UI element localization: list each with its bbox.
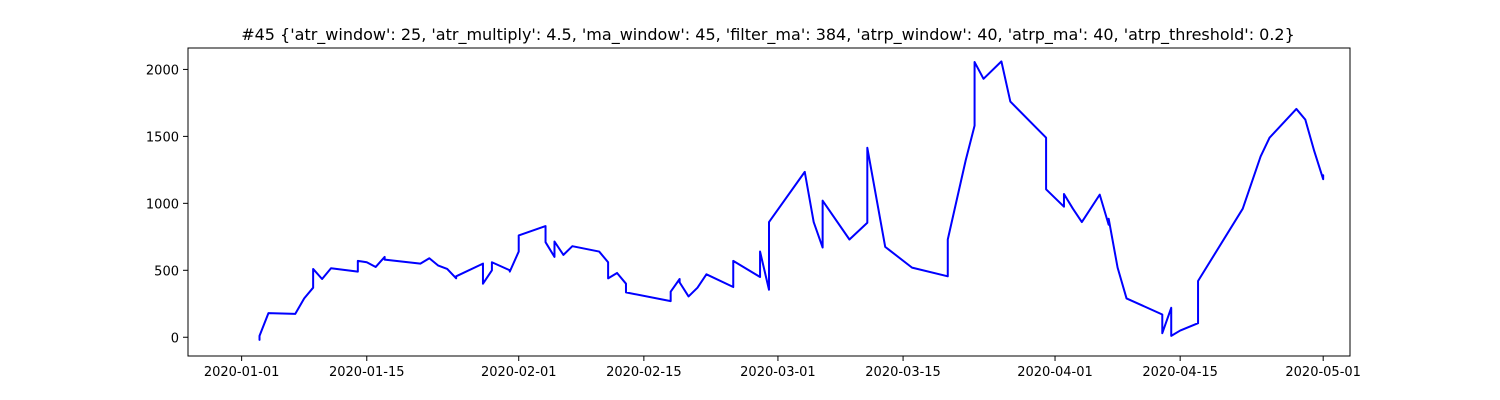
plot-area-frame	[187, 47, 1351, 357]
y-tick-label: 1500	[146, 130, 179, 145]
series-line	[258, 60, 1325, 341]
x-tick-label: 2020-01-01	[204, 365, 280, 380]
x-tick-label: 2020-03-15	[865, 365, 941, 380]
x-tick-label: 2020-01-15	[329, 365, 405, 380]
y-tick-label: 1000	[146, 197, 179, 212]
x-tick-label: 2020-04-15	[1142, 365, 1218, 380]
y-tick-label: 500	[154, 264, 179, 279]
y-axis: 0 500 1000 1500 2000	[146, 63, 188, 346]
x-tick-label: 2020-02-01	[481, 365, 557, 380]
chart-title: #45 {'atr_window': 25, 'atr_multiply': 4…	[241, 25, 1295, 45]
x-tick-label: 2020-05-01	[1285, 365, 1361, 380]
x-tick-label: 2020-04-01	[1017, 365, 1093, 380]
x-tick-label: 2020-02-15	[606, 365, 682, 380]
series-layer	[258, 60, 1325, 341]
x-axis: 2020-01-01 2020-01-15 2020-02-01 2020-02-15…	[204, 356, 1361, 380]
x-tick-label: 2020-03-01	[740, 365, 816, 380]
y-tick-label: 0	[171, 331, 179, 346]
y-tick-label: 2000	[146, 63, 179, 78]
